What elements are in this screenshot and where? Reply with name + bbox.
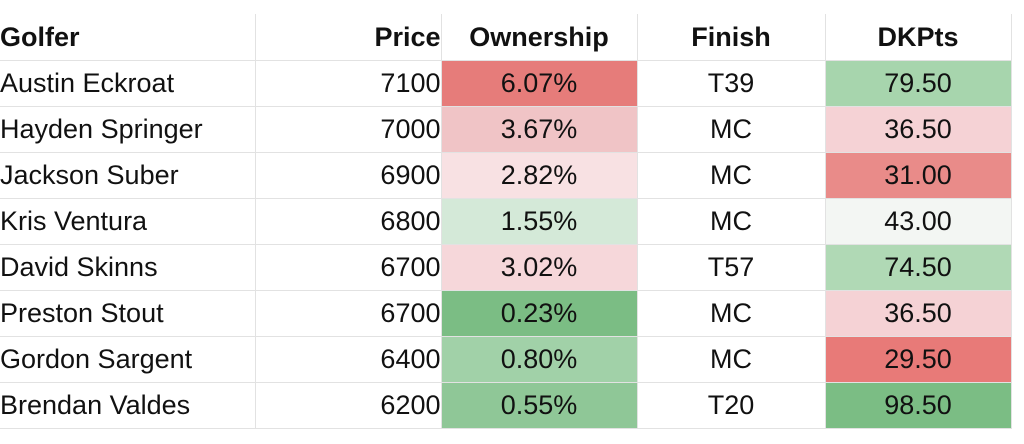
header-finish[interactable]: Finish (637, 14, 826, 61)
table-row: Jackson Suber 6900 2.82% MC 31.00 (0, 152, 1012, 199)
cell-golfer[interactable]: Jackson Suber (0, 152, 256, 199)
cell-dkpts[interactable]: 98.50 (825, 382, 1012, 429)
cell-finish[interactable]: MC (637, 290, 826, 337)
cell-price[interactable]: 6400 (255, 336, 442, 383)
golfer-table: Golfer Price Ownership Finish DKPts Aust… (0, 14, 1012, 429)
header-ownership[interactable]: Ownership (441, 14, 638, 61)
cell-finish[interactable]: MC (637, 198, 826, 245)
cell-dkpts[interactable]: 74.50 (825, 244, 1012, 291)
cell-golfer[interactable]: Hayden Springer (0, 106, 256, 153)
cell-ownership[interactable]: 1.55% (441, 198, 638, 245)
table-row: Hayden Springer 7000 3.67% MC 36.50 (0, 106, 1012, 153)
cell-price[interactable]: 7000 (255, 106, 442, 153)
table-row: Austin Eckroat 7100 6.07% T39 79.50 (0, 60, 1012, 107)
cell-price[interactable]: 7100 (255, 60, 442, 107)
cell-ownership[interactable]: 2.82% (441, 152, 638, 199)
table-row: David Skinns 6700 3.02% T57 74.50 (0, 244, 1012, 291)
cell-finish[interactable]: MC (637, 152, 826, 199)
cell-golfer[interactable]: Austin Eckroat (0, 60, 256, 107)
cell-ownership[interactable]: 0.80% (441, 336, 638, 383)
cell-finish[interactable]: T57 (637, 244, 826, 291)
cell-price[interactable]: 6900 (255, 152, 442, 199)
cell-dkpts[interactable]: 31.00 (825, 152, 1012, 199)
cell-dkpts[interactable]: 36.50 (825, 106, 1012, 153)
cell-golfer[interactable]: Gordon Sargent (0, 336, 256, 383)
header-row: Golfer Price Ownership Finish DKPts (0, 14, 1012, 61)
table-row: Kris Ventura 6800 1.55% MC 43.00 (0, 198, 1012, 245)
cell-finish[interactable]: MC (637, 106, 826, 153)
cell-golfer[interactable]: Preston Stout (0, 290, 256, 337)
cell-finish[interactable]: T20 (637, 382, 826, 429)
cell-dkpts[interactable]: 43.00 (825, 198, 1012, 245)
cell-ownership[interactable]: 0.55% (441, 382, 638, 429)
cell-ownership[interactable]: 3.67% (441, 106, 638, 153)
cell-price[interactable]: 6200 (255, 382, 442, 429)
cell-price[interactable]: 6700 (255, 244, 442, 291)
cell-golfer[interactable]: David Skinns (0, 244, 256, 291)
cell-price[interactable]: 6700 (255, 290, 442, 337)
cell-golfer[interactable]: Kris Ventura (0, 198, 256, 245)
cell-dkpts[interactable]: 36.50 (825, 290, 1012, 337)
cell-finish[interactable]: T39 (637, 60, 826, 107)
header-dkpts[interactable]: DKPts (825, 14, 1012, 61)
table-row: Gordon Sargent 6400 0.80% MC 29.50 (0, 336, 1012, 383)
cell-ownership[interactable]: 0.23% (441, 290, 638, 337)
cell-golfer[interactable]: Brendan Valdes (0, 382, 256, 429)
header-golfer[interactable]: Golfer (0, 14, 256, 61)
header-price[interactable]: Price (255, 14, 442, 61)
cell-dkpts[interactable]: 79.50 (825, 60, 1012, 107)
table-row: Brendan Valdes 6200 0.55% T20 98.50 (0, 382, 1012, 429)
cell-dkpts[interactable]: 29.50 (825, 336, 1012, 383)
cell-ownership[interactable]: 3.02% (441, 244, 638, 291)
cell-price[interactable]: 6800 (255, 198, 442, 245)
table-row: Preston Stout 6700 0.23% MC 36.50 (0, 290, 1012, 337)
cell-ownership[interactable]: 6.07% (441, 60, 638, 107)
cell-finish[interactable]: MC (637, 336, 826, 383)
